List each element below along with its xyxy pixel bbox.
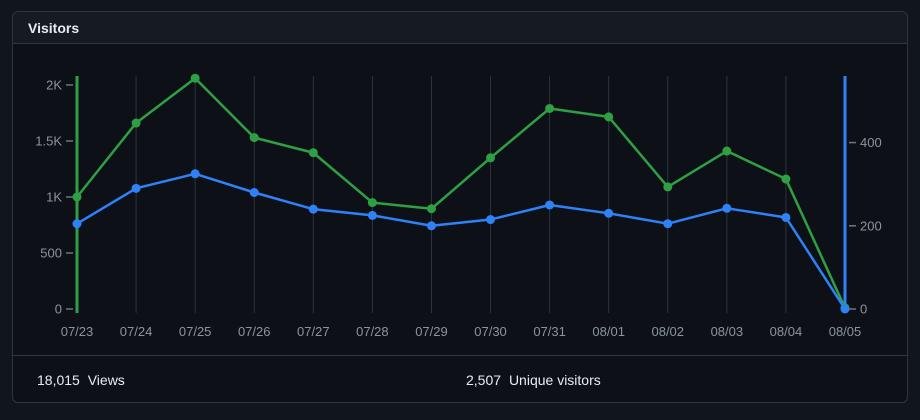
chart-area: 0 500 1K 1.5K 2K 0 200 400 07/23 07/24 07/25 07/26 0…	[13, 44, 907, 355]
unique-visitors-point[interactable]	[840, 304, 850, 314]
x-axis-tick-label: 07/26	[238, 324, 271, 339]
views-count: 18,015	[37, 371, 80, 388]
x-axis-tick-label: 07/25	[179, 324, 212, 339]
x-axis-tick-label: 08/03	[711, 324, 744, 339]
x-axis-tick-label: 08/05	[829, 324, 862, 339]
left-axis-tick-label: 2K	[46, 77, 62, 92]
x-axis-tick-label: 07/23	[61, 324, 94, 339]
views-point[interactable]	[604, 112, 614, 122]
left-axis-tick-label: 1K	[46, 189, 62, 204]
right-axis-tick-label: 400	[860, 135, 882, 150]
unique-visitors-summary: 2,507 Unique visitors	[460, 372, 907, 388]
unique-visitors-count: 2,507	[466, 371, 502, 388]
views-point[interactable]	[72, 192, 82, 202]
card-header: Visitors	[13, 12, 907, 44]
x-axis-tick-label: 08/02	[651, 324, 684, 339]
unique-visitors-point[interactable]	[249, 188, 259, 197]
unique-visitors-point[interactable]	[663, 219, 673, 229]
x-axis-tick-label: 07/28	[356, 324, 389, 339]
x-axis-tick-label: 07/24	[120, 324, 153, 339]
visitors-line-chart: 0 500 1K 1.5K 2K 0 200 400 07/23 07/24 07/25 07/26 0…	[35, 73, 882, 339]
x-axis-tick-label: 07/29	[415, 324, 448, 339]
card-title: Visitors	[28, 19, 80, 36]
x-axis-tick-label: 07/30	[474, 324, 507, 339]
unique-visitors-point[interactable]	[426, 221, 436, 231]
unique-visitors-label: Unique visitors	[508, 371, 601, 388]
unique-visitors-point[interactable]	[781, 212, 791, 222]
x-axis-tick-label: 08/01	[592, 324, 625, 339]
views-label: Views	[87, 371, 125, 388]
unique-visitors-point[interactable]	[131, 183, 141, 193]
unique-visitors-point[interactable]	[190, 169, 200, 179]
views-summary: 18,015 Views	[13, 372, 460, 388]
left-axis-tick-label: 1.5K	[35, 133, 62, 148]
summary-footer: 18,015 Views 2,507 Unique visitors	[13, 355, 907, 403]
unique-visitors-point[interactable]	[722, 203, 732, 213]
unique-visitors-line	[75, 172, 847, 311]
unique-visitors-point[interactable]	[308, 204, 318, 214]
unique-visitors-point[interactable]	[604, 208, 614, 218]
views-point[interactable]	[486, 153, 496, 163]
x-axis-tick-label: 07/31	[533, 324, 566, 339]
views-point[interactable]	[367, 198, 377, 208]
views-line	[75, 76, 847, 310]
views-point[interactable]	[663, 182, 673, 192]
views-point[interactable]	[131, 118, 141, 128]
left-axis-tick-label: 0	[55, 302, 62, 317]
right-axis-tick-label: 0	[860, 302, 867, 317]
right-axis-tick-label: 200	[860, 218, 882, 233]
views-point[interactable]	[249, 133, 259, 143]
unique-visitors-point[interactable]	[367, 210, 377, 220]
left-axis-tick-label: 500	[40, 245, 62, 260]
x-axis-tick-label: 08/04	[770, 324, 803, 339]
views-point[interactable]	[722, 146, 732, 156]
unique-visitors-point[interactable]	[72, 219, 82, 229]
views-point[interactable]	[190, 73, 200, 83]
views-point[interactable]	[545, 103, 555, 113]
visitors-card: Visitors 0 500 1K 1.5K 2K 0 200 400 07/23 07/24 07…	[12, 11, 908, 403]
views-point[interactable]	[426, 204, 436, 214]
unique-visitors-point[interactable]	[486, 215, 496, 225]
x-axis-tick-label: 07/27	[297, 324, 330, 339]
unique-visitors-point[interactable]	[545, 200, 555, 210]
views-point[interactable]	[781, 174, 791, 184]
views-point[interactable]	[308, 148, 318, 158]
